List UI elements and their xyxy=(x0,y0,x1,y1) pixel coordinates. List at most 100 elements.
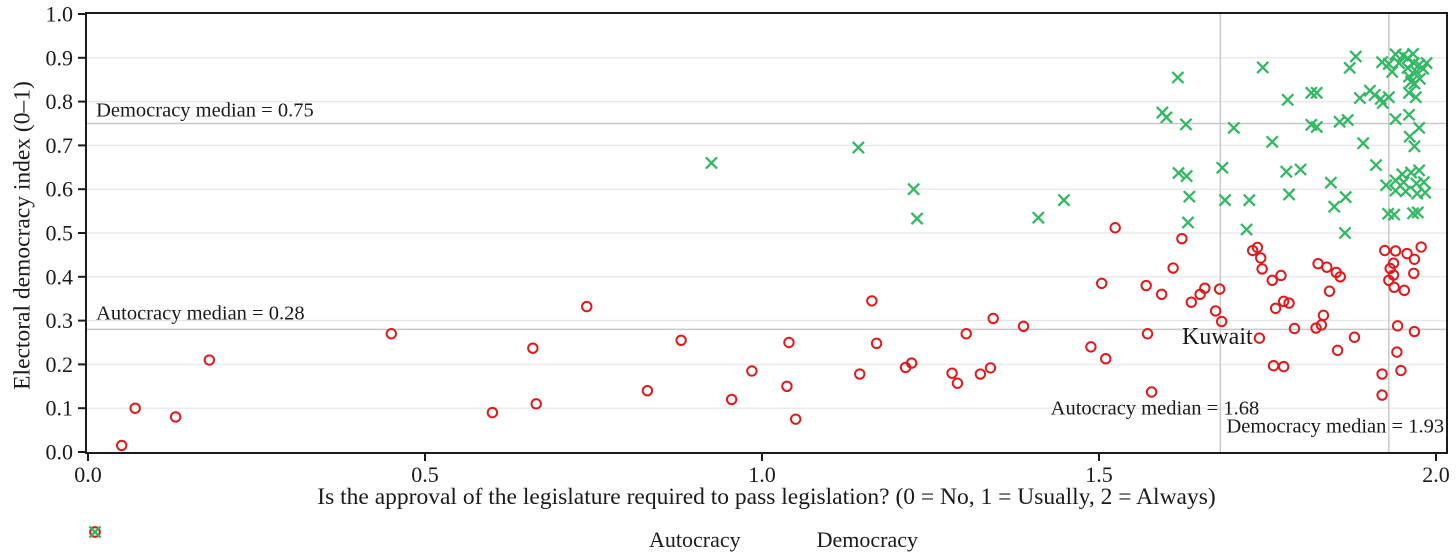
democracy-point xyxy=(1402,108,1416,122)
autocracy-point xyxy=(790,413,802,425)
democracy-point xyxy=(1397,175,1411,189)
democracy-point xyxy=(1349,50,1363,63)
autocracy-point xyxy=(116,439,128,452)
democracy-point xyxy=(1404,166,1418,179)
autocracy-point xyxy=(1391,346,1403,358)
democracy-point xyxy=(1304,86,1318,100)
democracy-point xyxy=(1182,190,1196,204)
autocracy-point xyxy=(641,384,654,397)
y-tick-label: 0.2 xyxy=(46,352,74,377)
y-axis-title: Electoral democracy index (0–1) xyxy=(9,81,36,390)
autocracy-point xyxy=(1109,222,1121,234)
y-tick-label: 0.1 xyxy=(46,396,74,421)
autocracy-point xyxy=(530,398,542,410)
democracy-point xyxy=(1240,223,1254,236)
democracy-point xyxy=(1227,121,1241,135)
autocracy-point xyxy=(1283,297,1295,309)
legend-label-democracy: Democracy xyxy=(816,527,918,552)
autocracy-point xyxy=(1376,368,1388,380)
democracy-point xyxy=(907,182,921,196)
democracy-point xyxy=(1379,178,1393,192)
autocracy-point xyxy=(987,312,999,325)
annotation: Autocracy median = 0.28 xyxy=(96,303,305,325)
democracy-point xyxy=(1392,56,1406,70)
democracy-point xyxy=(1356,136,1370,150)
autocracy-point xyxy=(1315,319,1328,331)
autocracy-point xyxy=(1389,245,1402,257)
democracy-point xyxy=(1310,86,1324,100)
autocracy-point xyxy=(725,393,738,406)
autocracy-point xyxy=(1391,320,1404,332)
annotation: Autocracy median = 1.68 xyxy=(1051,397,1260,419)
autocracy-point xyxy=(203,354,216,366)
x-axis-title: Is the approval of the legislature requi… xyxy=(317,484,1216,510)
y-tick-label: 1.0 xyxy=(46,2,74,27)
autocracy-point xyxy=(1323,285,1336,297)
autocracy-point xyxy=(1275,269,1287,282)
democracy-point xyxy=(1406,206,1420,220)
circle-icon xyxy=(89,526,101,538)
democracy-point xyxy=(1387,208,1401,222)
y-tick-label: 0.8 xyxy=(46,89,74,114)
annotation: Democracy median = 0.75 xyxy=(96,99,314,121)
democracy-point xyxy=(1389,112,1402,126)
autocracy-point xyxy=(1199,282,1211,294)
autocracy-point xyxy=(1100,353,1112,365)
y-tick-label: 0.0 xyxy=(46,440,74,465)
democracy-point xyxy=(1343,61,1357,75)
democracy-point xyxy=(1382,90,1396,104)
autocracy-point xyxy=(1141,328,1154,340)
democracy-point xyxy=(1420,56,1433,70)
democracy-point xyxy=(1341,113,1355,127)
autocracy-point xyxy=(1383,274,1395,287)
x-tick-label: 1.0 xyxy=(748,462,776,487)
chart-legend: Autocracy Democracy xyxy=(86,523,1447,557)
democracy-point xyxy=(1310,120,1324,134)
democracy-point xyxy=(1179,117,1193,131)
autocracy-point xyxy=(1267,360,1280,372)
autocracy-point xyxy=(1384,262,1396,275)
autocracy-point xyxy=(1388,281,1400,294)
democracy-point xyxy=(1339,190,1353,204)
autocracy-point xyxy=(1145,386,1158,398)
autocracy-point xyxy=(1266,274,1278,287)
autocracy-point xyxy=(385,328,397,340)
democracy-point xyxy=(1327,200,1341,214)
democracy-point xyxy=(705,156,718,170)
legend-label-autocracy: Autocracy xyxy=(648,527,741,552)
autocracy-point xyxy=(1167,262,1179,274)
democracy-point xyxy=(1412,163,1426,177)
autocracy-point xyxy=(1395,364,1407,377)
democracy-point xyxy=(1057,193,1071,207)
democracy-point xyxy=(1369,158,1383,172)
autocracy-point xyxy=(1288,322,1301,335)
y-tick-label: 0.5 xyxy=(46,221,74,246)
democracy-point xyxy=(1215,161,1229,175)
democracy-point xyxy=(1218,193,1232,207)
autocracy-point xyxy=(866,295,878,307)
autocracy-point xyxy=(854,368,866,380)
autocracy-point xyxy=(129,402,141,414)
x-tick-label: 0.0 xyxy=(74,462,102,487)
democracy-point xyxy=(1385,65,1399,79)
autocracy-point xyxy=(1277,295,1290,308)
autocracy-point xyxy=(581,300,593,313)
democracy-point xyxy=(1256,61,1270,74)
democracy-point xyxy=(1242,193,1256,207)
autocracy-point xyxy=(1085,341,1097,353)
autocracy-point xyxy=(1155,288,1168,301)
autocracy-point xyxy=(527,342,539,354)
democracy-point xyxy=(1031,211,1045,225)
democracy-point xyxy=(1172,166,1185,180)
autocracy-point xyxy=(1269,302,1282,315)
autocracy-point xyxy=(1253,332,1266,344)
democracy-point xyxy=(1417,175,1431,189)
autocracy-point xyxy=(169,411,182,423)
democracy-point xyxy=(1282,188,1296,201)
legend-item-autocracy: Autocracy xyxy=(89,526,741,553)
autocracy-point xyxy=(1185,296,1198,308)
democracy-point xyxy=(1410,65,1423,79)
democracy-point xyxy=(1413,72,1427,86)
autocracy-point xyxy=(1321,261,1333,273)
